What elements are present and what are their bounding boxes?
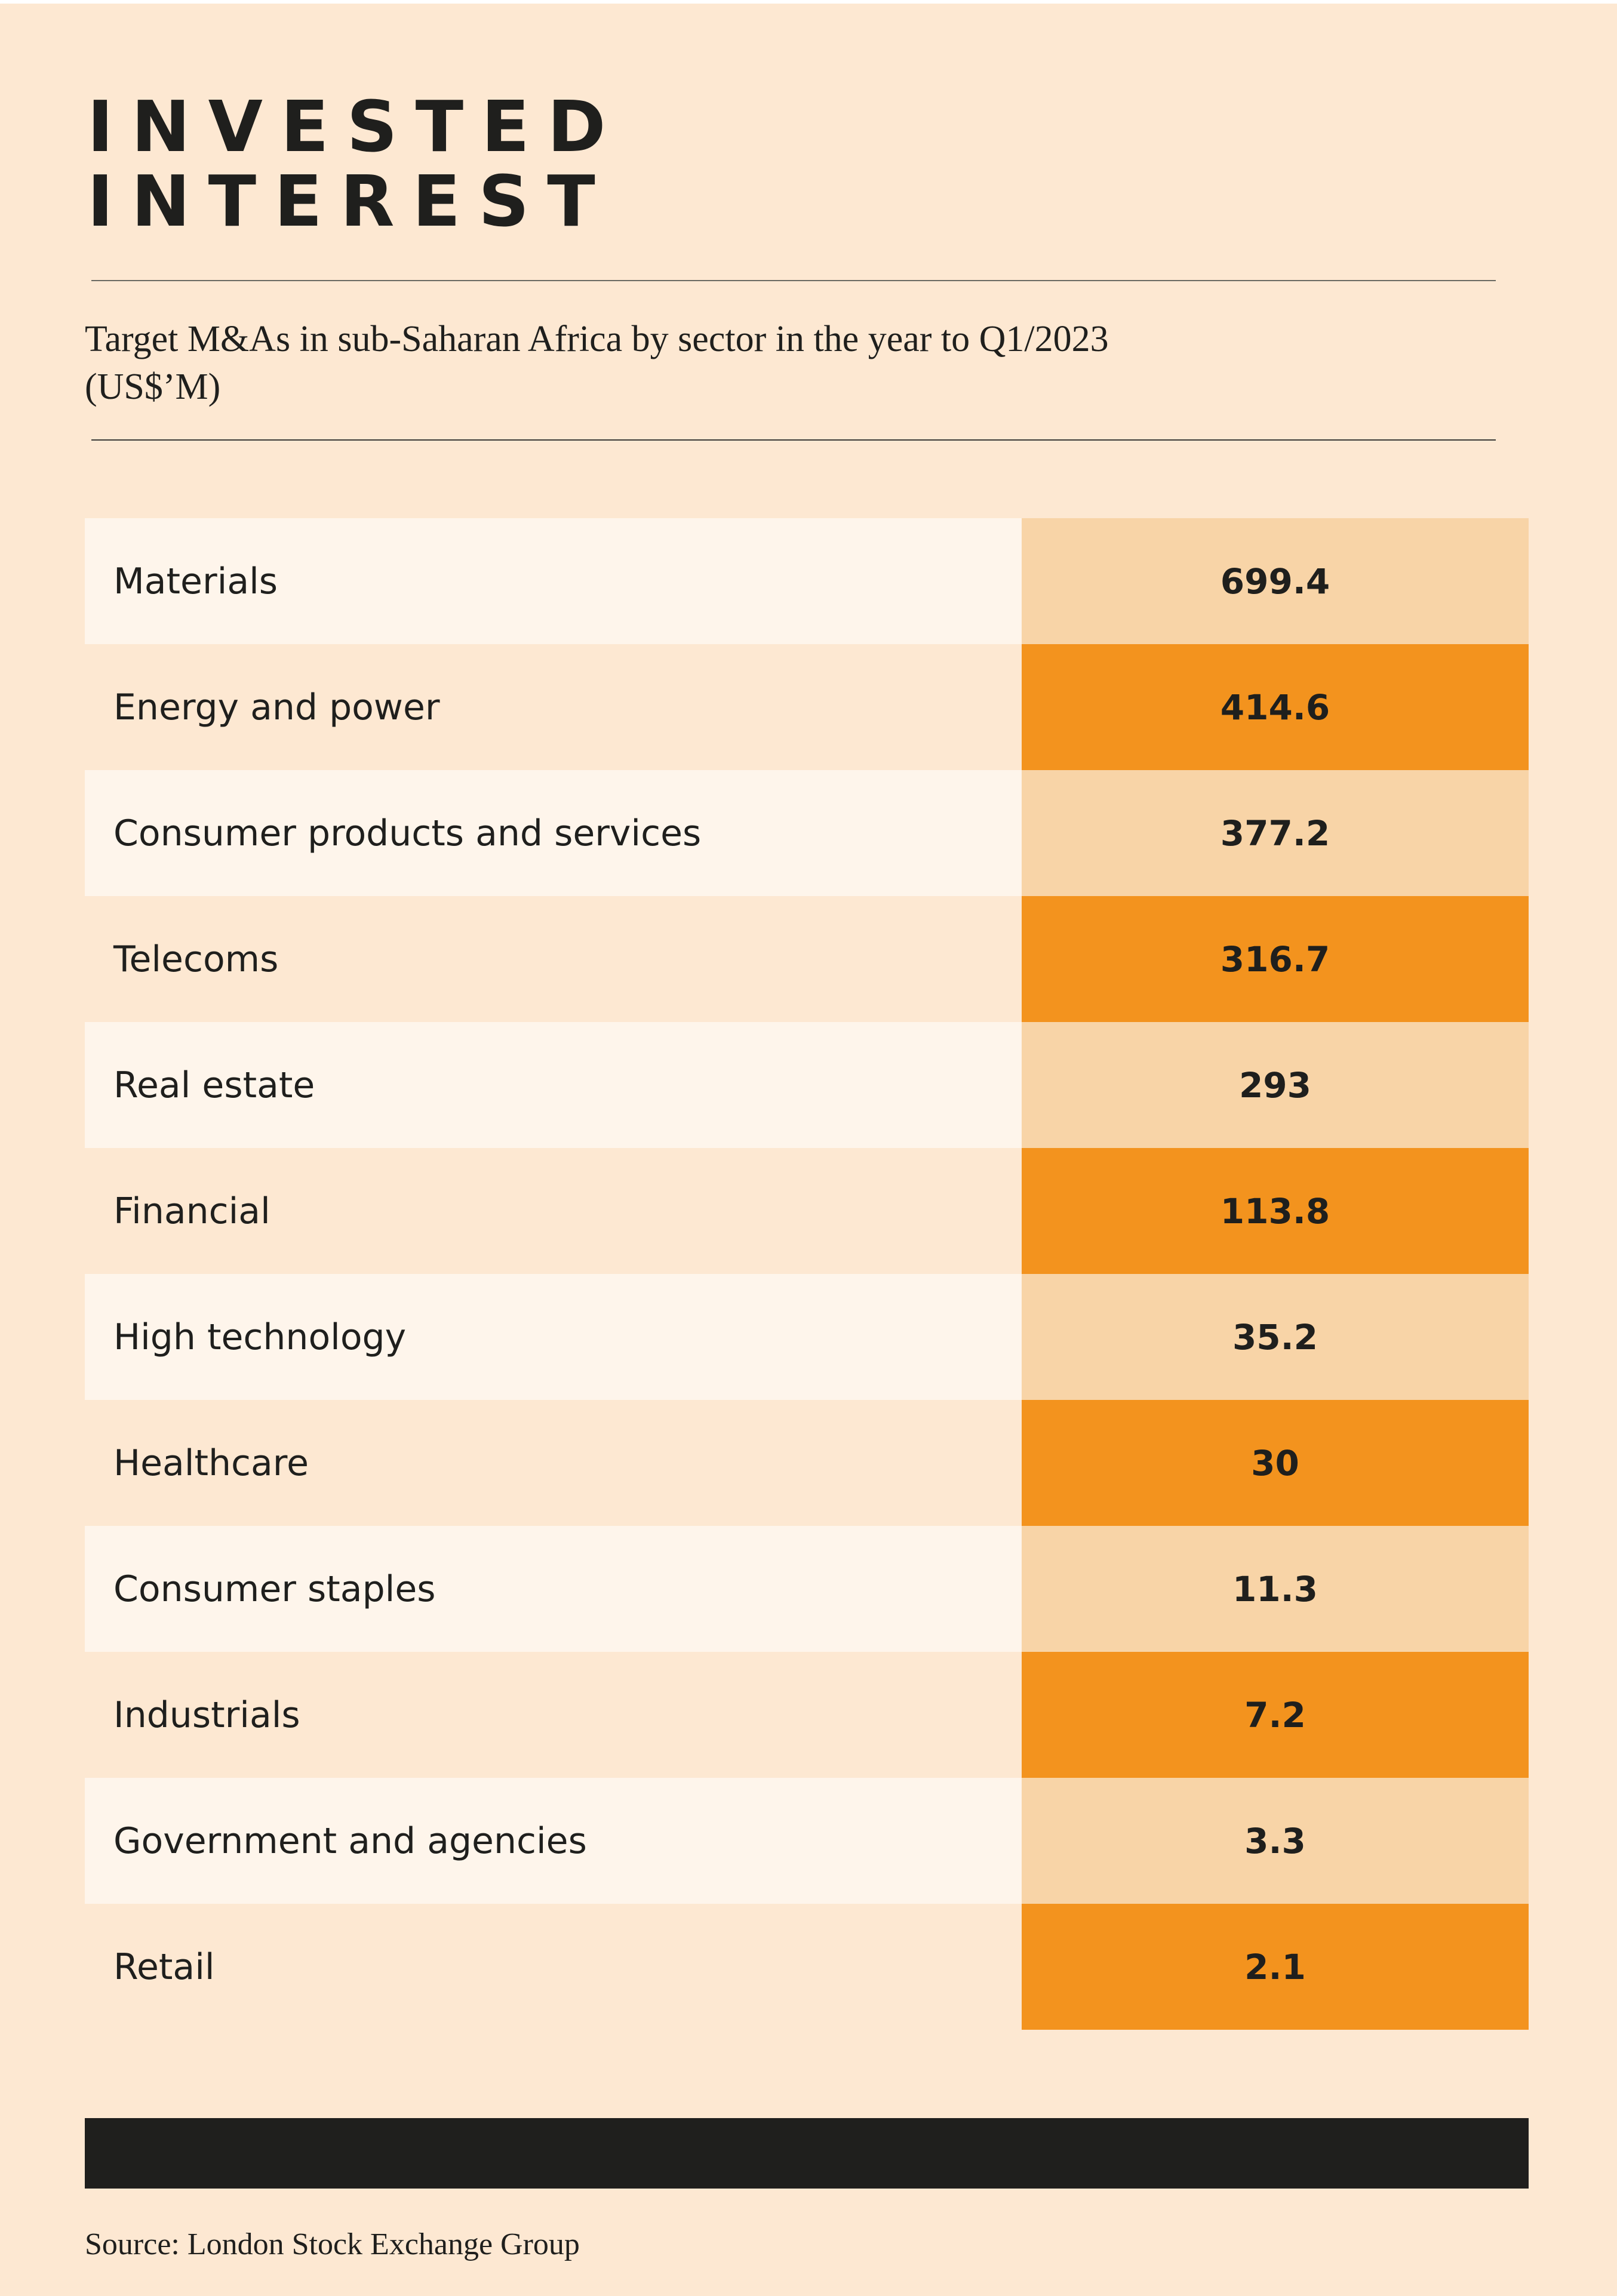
table-row: Consumer products and services 377.2 bbox=[85, 770, 1529, 896]
sector-label: Consumer staples bbox=[85, 1526, 1022, 1652]
table-row: Healthcare 30 bbox=[85, 1400, 1529, 1526]
sector-label: Materials bbox=[85, 518, 1022, 644]
sector-label: Retail bbox=[85, 1904, 1022, 2030]
sector-value: 3.3 bbox=[1022, 1778, 1529, 1904]
table-subtitle: Target M&As in sub-Saharan Africa by sec… bbox=[85, 319, 1109, 407]
sector-value: 35.2 bbox=[1022, 1274, 1529, 1400]
table-row: Industrials 7.2 bbox=[85, 1652, 1529, 1778]
sector-label: Industrials bbox=[85, 1652, 1022, 1778]
table-row: Government and agencies 3.3 bbox=[85, 1778, 1529, 1904]
sector-label: High technology bbox=[85, 1274, 1022, 1400]
table-row: Financial 113.8 bbox=[85, 1148, 1529, 1274]
sector-value: 414.6 bbox=[1022, 644, 1529, 770]
table-row: Telecoms 316.7 bbox=[85, 896, 1529, 1022]
title-line-2: INTEREST bbox=[87, 160, 613, 242]
sector-label: Consumer products and services bbox=[85, 770, 1022, 896]
sector-value: 316.7 bbox=[1022, 896, 1529, 1022]
sector-value: 11.3 bbox=[1022, 1526, 1529, 1652]
sector-value: 377.2 bbox=[1022, 770, 1529, 896]
table-row: Consumer staples 11.3 bbox=[85, 1526, 1529, 1652]
sector-table: Materials 699.4 Energy and power 414.6 C… bbox=[85, 518, 1529, 2030]
sector-value: 113.8 bbox=[1022, 1148, 1529, 1274]
divider-top bbox=[91, 280, 1496, 281]
sector-value: 30 bbox=[1022, 1400, 1529, 1526]
sector-value: 699.4 bbox=[1022, 518, 1529, 644]
table-row: Real estate 293 bbox=[85, 1022, 1529, 1148]
table-row: Retail 2.1 bbox=[85, 1904, 1529, 2030]
top-strip bbox=[0, 0, 1617, 4]
divider-bottom bbox=[91, 439, 1496, 441]
sector-label: Government and agencies bbox=[85, 1778, 1022, 1904]
sector-label: Energy and power bbox=[85, 644, 1022, 770]
sector-label: Telecoms bbox=[85, 896, 1022, 1022]
footer-bar bbox=[85, 2118, 1529, 2189]
sector-label: Financial bbox=[85, 1148, 1022, 1274]
sector-value: 293 bbox=[1022, 1022, 1529, 1148]
page-title: INVESTED INTEREST bbox=[87, 90, 624, 239]
table-row: Energy and power 414.6 bbox=[85, 644, 1529, 770]
sector-label: Real estate bbox=[85, 1022, 1022, 1148]
source-note: Source: London Stock Exchange Group bbox=[85, 2227, 580, 2261]
table-row: High technology 35.2 bbox=[85, 1274, 1529, 1400]
sector-label: Healthcare bbox=[85, 1400, 1022, 1526]
sector-value: 7.2 bbox=[1022, 1652, 1529, 1778]
table-row: Materials 699.4 bbox=[85, 518, 1529, 644]
title-line-1: INVESTED bbox=[87, 85, 624, 168]
sector-value: 2.1 bbox=[1022, 1904, 1529, 2030]
